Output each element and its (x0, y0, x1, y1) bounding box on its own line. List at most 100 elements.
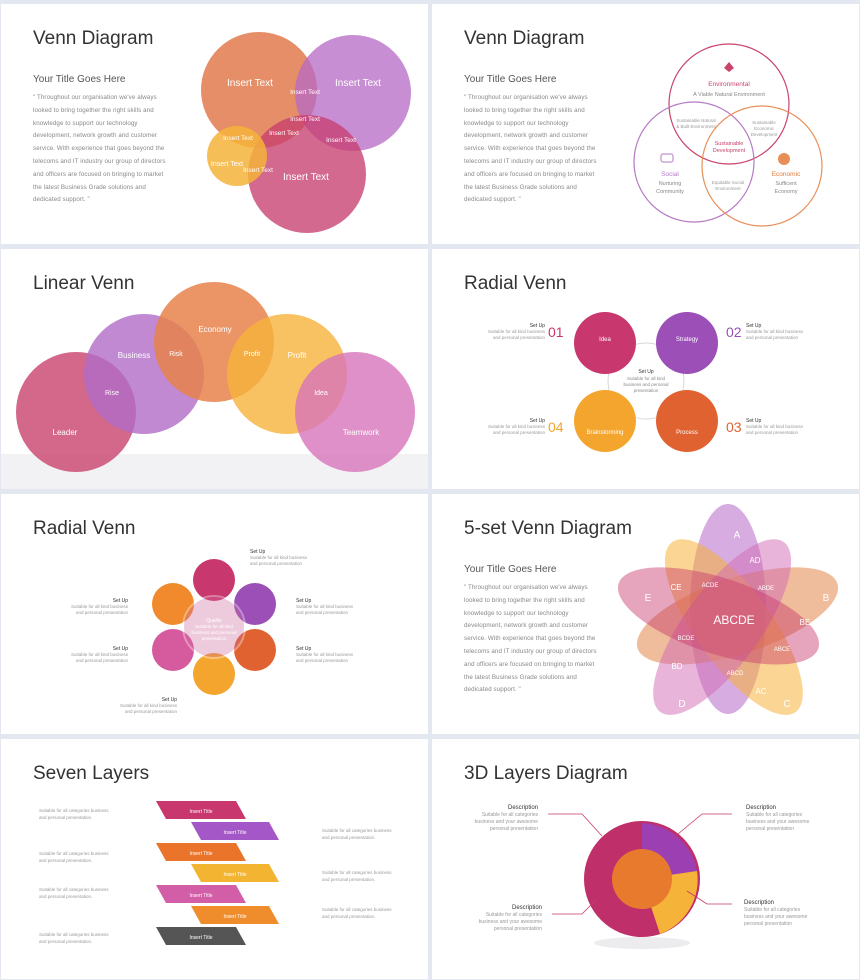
social-circle (633, 101, 755, 223)
label-ab: Insert Text (290, 89, 320, 96)
setup-r1-desc-2: and personal presentation (296, 610, 349, 615)
label-c: Insert Text (283, 172, 329, 183)
layer-1-label: Insert Title (189, 809, 212, 815)
node-idea (574, 312, 636, 374)
left-desc-1a: Suitable for all categories business (39, 808, 109, 813)
desc-br-title: Description (744, 900, 774, 906)
left-desc-4a: Suitable for all categories business (39, 932, 109, 937)
slide-title: Venn Diagram (464, 28, 585, 49)
eco-title: Economic (772, 171, 801, 178)
set-label-a: A (734, 530, 741, 541)
pair-be: BE (800, 618, 811, 627)
slide-3d-layers[interactable]: Description Suitable for all categories … (432, 739, 859, 979)
setup-02-title: Set Up (746, 323, 762, 329)
env-circle (668, 43, 790, 165)
setup-r1-title: Set Up (296, 598, 312, 604)
env-sub: A Viable Natural Environment (693, 92, 765, 98)
triple-abcd: ABCD (727, 671, 744, 677)
petal-globe (193, 653, 235, 695)
slide-venn-diagram-1[interactable]: Insert Text Insert Text Insert Text Inse… (1, 4, 428, 244)
slide-radial-venn-4[interactable]: Idea Strategy Brainstorming Process Set … (432, 249, 859, 489)
setup-bottom-title: Set Up (162, 697, 178, 703)
economic-circle (701, 105, 823, 227)
node-idea-label: Idea (599, 337, 611, 343)
desc-tr-line-1: Suitable for all categories (746, 812, 803, 818)
label-economy: Economy (198, 325, 231, 334)
slide-radial-venn-6[interactable]: Quality Suitable for all kind business a… (1, 494, 428, 734)
label-leader: Leader (53, 428, 78, 437)
eco-sub2: Economy (775, 189, 798, 195)
setup-bottom-desc-1: Suitable for all kind business (120, 703, 178, 708)
setup-04-title: Set Up (530, 418, 546, 424)
left-desc-4b: and personal presentation. (39, 939, 92, 944)
setup-03-desc-1: Suitable for all kind business (746, 424, 804, 429)
social-sub1: Nurturing (659, 181, 682, 187)
layer-6 (191, 906, 279, 924)
slide-venn-diagram-2[interactable]: Environmental A Viable Natural Environme… (432, 4, 859, 244)
setup-04-desc-1: Suitable for all kind business (488, 424, 546, 429)
desc-br-line-3: personal presentation (744, 921, 792, 927)
petal-pen (152, 629, 194, 671)
center-desc-3: presentation (634, 388, 659, 393)
petal-team (234, 629, 276, 671)
layer-4-label: Insert Title (223, 872, 246, 878)
circle-teamwork (295, 352, 415, 472)
num-04: 04 (548, 419, 564, 435)
social-sub2: Community (656, 189, 684, 195)
setup-top-desc-2: and personal presentation (250, 561, 303, 566)
num-03: 03 (726, 419, 742, 435)
slide-subtitle: Your Title Goes Here (33, 74, 126, 85)
set-label-e: E (645, 593, 652, 604)
overlap-risk: Risk (169, 351, 183, 358)
overlap-idea: Idea (314, 390, 328, 397)
es-label-2: & Built Environment (676, 124, 716, 129)
label-d: Insert Text (211, 161, 243, 168)
left-desc-1b: and personal presentation. (39, 815, 92, 820)
right-desc-2b: and personal presentation. (322, 877, 375, 882)
node-brainstorming (574, 390, 636, 452)
num-02: 02 (726, 324, 742, 340)
center-desc-1: Suitable for all kind (627, 376, 666, 381)
center-title: Set Up (638, 369, 654, 375)
label-cd: Insert Text (243, 167, 273, 174)
desc-bl-line-2: business and your awesome (479, 919, 543, 925)
se-label-2: Environment (715, 186, 741, 191)
right-desc-3a: Suitable for all categories business (322, 907, 392, 912)
desc-bl-title: Description (512, 905, 542, 911)
slide-linear-venn[interactable]: Leader Business Economy Profit Teamwork … (1, 249, 428, 489)
left-desc-2a: Suitable for all categories business (39, 851, 109, 856)
venn-circle-c (248, 115, 366, 233)
layer-5 (156, 885, 246, 903)
setup-02-desc-2: and personal presentation (746, 335, 799, 340)
setup-bottom-desc-2: and personal presentation (125, 709, 178, 714)
eco-sub1: Sufficent (775, 181, 797, 187)
seven-layers-svg: Insert Title Insert Title Insert Title I… (39, 801, 392, 945)
slide-seven-layers[interactable]: Insert Title Insert Title Insert Title I… (1, 739, 428, 979)
setup-top-title: Set Up (250, 549, 266, 555)
slide-title: Seven Layers (33, 763, 150, 784)
slide-subtitle: Your Title Goes Here (464, 74, 557, 85)
setup-l2-desc-2: and personal presentation (76, 658, 129, 663)
label-b: Insert Text (335, 78, 381, 89)
label-a: Insert Text (227, 78, 273, 89)
desc-bl-line-1: Suitable for all categories (486, 912, 543, 918)
overlap-rise: Rise (105, 390, 119, 397)
slide-title: Radial Venn (33, 518, 136, 539)
desc-tl-line-1: Suitable for all categories (482, 812, 539, 818)
ee-label-1: Sustainable (752, 120, 776, 125)
es-label-1: Sustainable Natural (676, 118, 715, 123)
layer-stack (156, 801, 279, 945)
leader-line-tr (671, 813, 732, 840)
center-desc-2: business and personal (623, 382, 668, 387)
right-desc-1b: and personal presentation. (322, 835, 375, 840)
slide-5-set-venn[interactable]: A B C D E AD BE AC BD CE ABDE ABCE ABCD … (432, 494, 859, 734)
desc-br-line-2: business and your awesome (744, 914, 808, 920)
leader-line-bl (552, 898, 598, 915)
setup-r1-desc-1: Suitable for all kind business (296, 604, 354, 609)
setup-top-desc-1: Suitable for all kind business (250, 555, 308, 560)
center-abcde: ABCDE (713, 613, 754, 627)
node-strategy (656, 312, 718, 374)
label-ac: Insert Text (269, 130, 299, 137)
pair-ad: AD (749, 556, 760, 565)
